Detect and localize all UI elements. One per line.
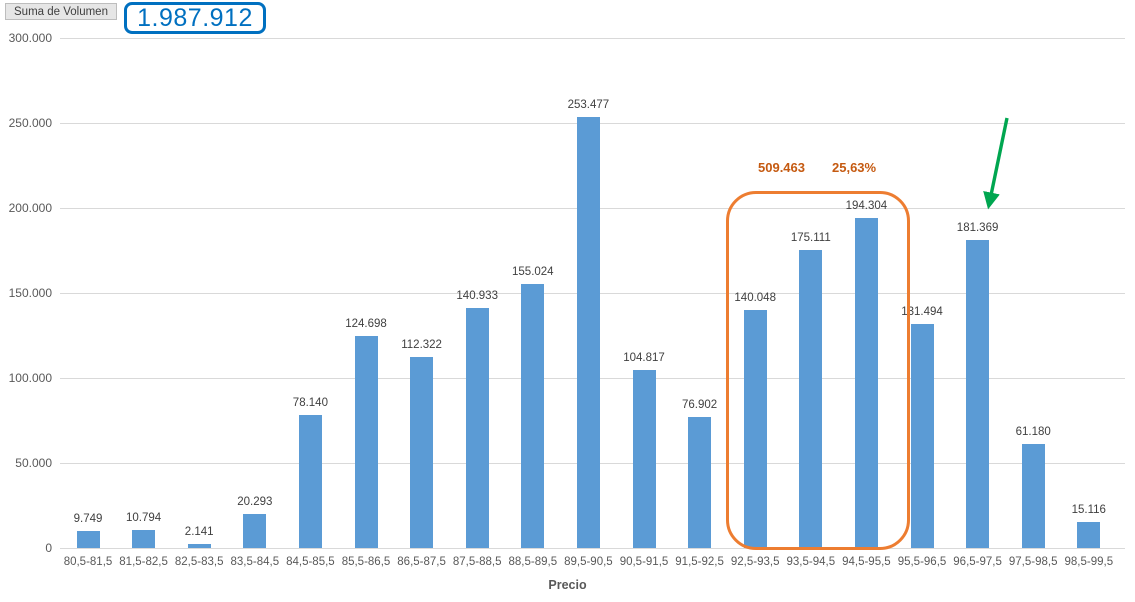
bar[interactable]: [521, 284, 545, 548]
x-axis-tick-label: 92,5-93,5: [730, 556, 780, 568]
bar-value-label: 175.111: [790, 232, 831, 245]
bar[interactable]: [465, 308, 489, 548]
x-axis-line: [60, 548, 1125, 549]
bar-value-label: 78.140: [292, 397, 328, 410]
bar[interactable]: [688, 417, 712, 548]
bar[interactable]: [243, 513, 267, 548]
bar-value-label: 140.048: [734, 291, 776, 304]
x-axis-tick-label: 84,5-85,5: [286, 556, 335, 568]
bar-value-label: 76.902: [682, 399, 718, 412]
x-axis-tick-label: 96,5-97,5: [953, 556, 1002, 568]
bar-value-label: 194.304: [845, 199, 888, 212]
bar-value-label: 155.024: [512, 266, 554, 279]
bar[interactable]: [799, 250, 823, 548]
bar[interactable]: [298, 415, 322, 548]
bar-value-label: 20.293: [237, 495, 273, 508]
x-axis-tick-label: 88,5-89,5: [508, 556, 558, 568]
bar-value-label: 112.322: [401, 339, 442, 352]
x-axis-tick-label: 83,5-84,5: [230, 556, 280, 568]
bar[interactable]: [76, 531, 100, 548]
bar[interactable]: [187, 544, 211, 548]
bar-value-label: 181.369: [956, 221, 999, 234]
x-axis-tick-label: 97,5-98,5: [1008, 556, 1058, 568]
highlight-region-box: [726, 191, 910, 550]
x-axis-tick-label: 91,5-92,5: [675, 556, 724, 568]
bar[interactable]: [632, 369, 656, 548]
bar-value-label: 2.141: [184, 526, 214, 539]
x-axis-tick-label: 89,5-90,5: [564, 556, 613, 568]
bar-value-label: 140.933: [456, 290, 498, 303]
x-axis-tick-label: 98,5-99,5: [1064, 556, 1114, 568]
x-axis-tick-label: 80,5-81,5: [63, 556, 113, 568]
bar-value-label: 61.180: [1015, 425, 1051, 438]
pivot-field-button-suma-de-volumen[interactable]: Suma de Volumen: [5, 3, 117, 20]
x-axis-tick-label: 90,5-91,5: [619, 556, 669, 568]
bar-value-label: 9.749: [73, 513, 103, 526]
x-axis-tick-label: 94,5-95,5: [842, 556, 891, 568]
x-axis-title: Precio: [548, 578, 587, 592]
bar-value-label: 104.817: [623, 351, 665, 364]
highlight-sum-label: 509.463: [758, 160, 805, 175]
bar[interactable]: [910, 324, 934, 548]
x-axis-tick-label: 86,5-87,5: [397, 556, 446, 568]
x-axis-tick-label: 87,5-88,5: [452, 556, 502, 568]
x-axis-tick-label: 82,5-83,5: [174, 556, 224, 568]
x-axis-tick-label: 81,5-82,5: [119, 556, 168, 568]
y-axis-tick-label: 250.000: [8, 116, 52, 130]
highlight-percent-label: 25,63%: [832, 160, 877, 175]
gridline: [60, 38, 1125, 39]
bar-value-label: 131.494: [901, 306, 943, 319]
bar-value-label: 253.477: [567, 99, 610, 112]
total-value-text: 1.987.912: [137, 3, 253, 32]
field-button-label: Suma de Volumen: [14, 5, 108, 18]
bar[interactable]: [1077, 522, 1101, 548]
bar-value-label: 10.794: [126, 511, 162, 524]
y-axis-tick-label: 50.000: [15, 456, 52, 470]
y-axis-tick-label: 0: [45, 541, 52, 555]
bar[interactable]: [410, 357, 434, 548]
x-axis-tick-label: 93,5-94,5: [786, 556, 836, 568]
bar[interactable]: [1021, 443, 1045, 548]
x-axis-tick-label: 95,5-96,5: [897, 556, 947, 568]
bar-value-label: 124.698: [345, 318, 387, 330]
total-value-badge: 1.987.912: [124, 2, 266, 34]
bar-value-label: 15.116: [1071, 504, 1106, 517]
bar[interactable]: [854, 217, 878, 548]
bar[interactable]: [576, 117, 600, 548]
bar[interactable]: [132, 529, 156, 548]
x-axis-tick-label: 85,5-86,5: [341, 556, 391, 568]
bar[interactable]: [966, 239, 990, 548]
y-axis-tick-label: 100.000: [8, 371, 52, 385]
bar[interactable]: [743, 309, 767, 548]
bar[interactable]: [354, 336, 378, 548]
y-axis-tick-label: 150.000: [8, 286, 52, 300]
y-axis-tick-label: 200.000: [8, 201, 52, 215]
y-axis-tick-label: 300.000: [8, 31, 52, 45]
